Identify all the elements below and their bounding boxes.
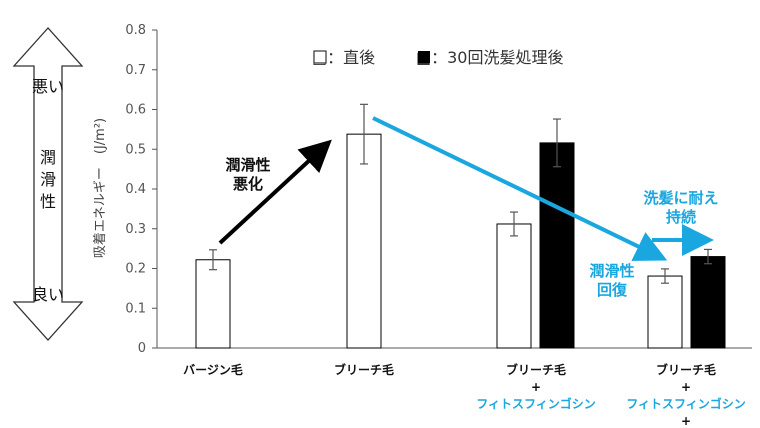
category-label: フィトスフィンゴシン	[626, 396, 746, 411]
category-label: フィトスフィンゴシン	[476, 396, 596, 411]
y-tick-label: 0.7	[125, 63, 146, 78]
scale-middle-char: 潤	[40, 148, 56, 167]
y-tick-label: 0.4	[125, 182, 146, 197]
bar-after-wash	[539, 142, 575, 349]
category-label: ブリーチ毛	[506, 362, 566, 377]
bar-immediate	[647, 275, 683, 349]
y-tick-label: 0	[138, 341, 146, 356]
legend-item-immediate: □：直後	[312, 48, 375, 67]
category-label: +	[681, 414, 691, 428]
bar-immediate	[346, 133, 382, 349]
legend-item-after-wash: ■：30回洗髪処理後	[416, 48, 563, 67]
y-ticks: 0 0.1 0.2 0.3 0.4 0.5 0.6 0.7 0.8	[125, 23, 157, 356]
y-tick-label: 0.6	[125, 103, 146, 118]
annotation-line: 潤滑性	[589, 262, 634, 280]
annotation-line: 持続	[666, 208, 696, 226]
annotation-line: 回復	[597, 281, 628, 299]
worsen-arrow	[218, 139, 332, 245]
scale-middle-label: 潤滑性	[40, 148, 56, 211]
category-labels: バージン毛 ブリーチ毛 ブリーチ毛+フィトスフィンゴシンブリーチ毛+フィトスフィンゴ…	[183, 362, 746, 428]
legend-symbol-immediate	[313, 50, 327, 64]
category-label: +	[531, 380, 541, 394]
recover-arrow	[372, 116, 668, 261]
annotation-line: 潤滑性	[225, 156, 270, 174]
category-label: +	[681, 380, 691, 394]
category-label: ブリーチ毛	[334, 362, 394, 377]
scale-bottom-label: 良い	[32, 285, 64, 304]
category-label: ブリーチ毛	[656, 362, 716, 377]
scale-indicator: 悪い 良い 潤滑性	[12, 27, 84, 341]
y-tick-label: 0.3	[125, 222, 146, 237]
category-label: バージン毛	[183, 362, 243, 377]
y-tick-label: 0.2	[125, 262, 146, 277]
bar-immediate	[195, 259, 231, 349]
double-arrow-shape	[12, 27, 84, 341]
y-tick-label: 0.5	[125, 142, 146, 157]
legend: □：直後 ■：30回洗髪処理後	[312, 48, 563, 67]
y-tick-label: 0.8	[125, 23, 146, 38]
scale-middle-char: 性	[40, 192, 56, 211]
annotation-line: 洗髪に耐え	[643, 189, 718, 207]
scale-middle-char: 滑	[40, 170, 56, 189]
bar-immediate	[496, 223, 532, 349]
y-axis-title: 吸着エネルギー (J/m²)	[92, 118, 108, 258]
y-tick-label: 0.1	[125, 301, 146, 316]
annotation-line: 悪化	[233, 175, 263, 193]
scale-top-label: 悪い	[32, 77, 64, 96]
bar-after-wash	[690, 256, 726, 349]
legend-symbol-after-wash	[418, 51, 430, 63]
bars	[195, 133, 726, 349]
error-bars	[209, 103, 712, 284]
